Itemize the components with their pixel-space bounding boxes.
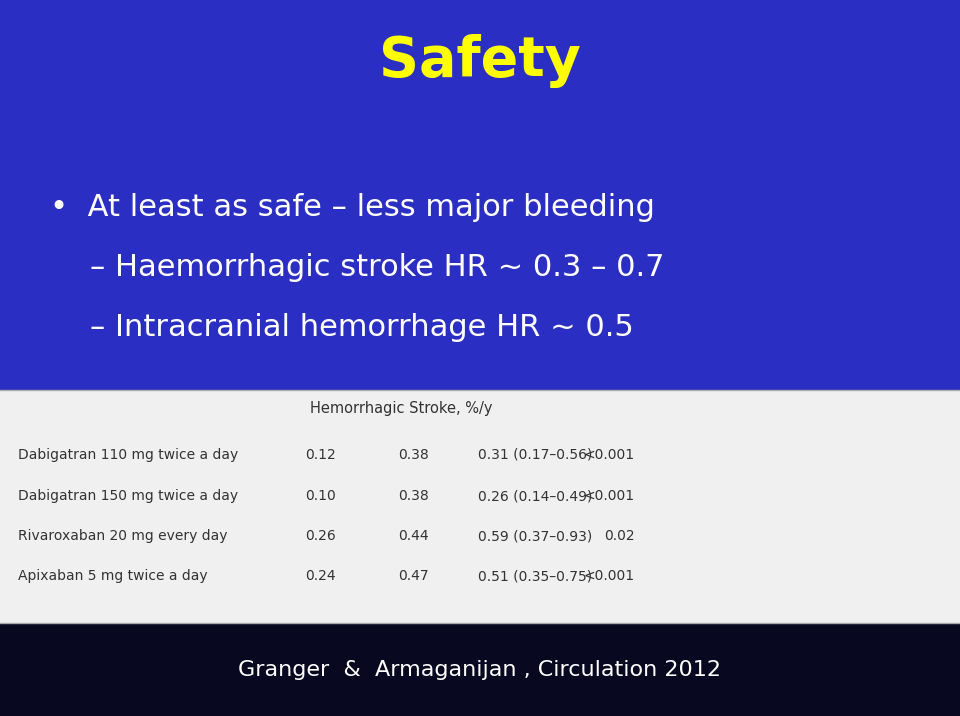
Text: <0.001: <0.001 — [584, 448, 635, 462]
Text: 0.59 (0.37–0.93): 0.59 (0.37–0.93) — [478, 529, 592, 543]
Text: 0.24: 0.24 — [305, 569, 336, 583]
Text: 0.38: 0.38 — [398, 489, 429, 503]
Bar — [0, 0, 960, 390]
Text: •  At least as safe – less major bleeding: • At least as safe – less major bleeding — [50, 193, 655, 223]
Text: Granger  &  Armaganijan , Circulation 2012: Granger & Armaganijan , Circulation 2012 — [238, 659, 722, 679]
Text: – Intracranial hemorrhage HR ~ 0.5: – Intracranial hemorrhage HR ~ 0.5 — [90, 314, 634, 342]
Text: 0.31 (0.17–0.56): 0.31 (0.17–0.56) — [478, 448, 592, 462]
Text: Hemorrhagic Stroke, %/y: Hemorrhagic Stroke, %/y — [310, 400, 492, 415]
Text: 0.38: 0.38 — [398, 448, 429, 462]
Text: – Haemorrhagic stroke HR ~ 0.3 – 0.7: – Haemorrhagic stroke HR ~ 0.3 – 0.7 — [90, 253, 664, 283]
Text: 0.10: 0.10 — [305, 489, 336, 503]
Text: Dabigatran 150 mg twice a day: Dabigatran 150 mg twice a day — [18, 489, 238, 503]
Text: Apixaban 5 mg twice a day: Apixaban 5 mg twice a day — [18, 569, 207, 583]
Text: Dabigatran 110 mg twice a day: Dabigatran 110 mg twice a day — [18, 448, 238, 462]
Text: <0.001: <0.001 — [584, 569, 635, 583]
Text: 0.47: 0.47 — [398, 569, 428, 583]
Text: 0.26 (0.14–0.49): 0.26 (0.14–0.49) — [478, 489, 592, 503]
Bar — [0, 390, 960, 623]
Text: 0.12: 0.12 — [305, 448, 336, 462]
Text: 0.51 (0.35–0.75): 0.51 (0.35–0.75) — [478, 569, 592, 583]
Text: <0.001: <0.001 — [584, 489, 635, 503]
Text: 0.26: 0.26 — [305, 529, 336, 543]
Text: Rivaroxaban 20 mg every day: Rivaroxaban 20 mg every day — [18, 529, 228, 543]
Bar — [0, 623, 960, 716]
Text: 0.44: 0.44 — [398, 529, 428, 543]
Text: 0.02: 0.02 — [605, 529, 635, 543]
Text: Safety: Safety — [379, 34, 581, 88]
